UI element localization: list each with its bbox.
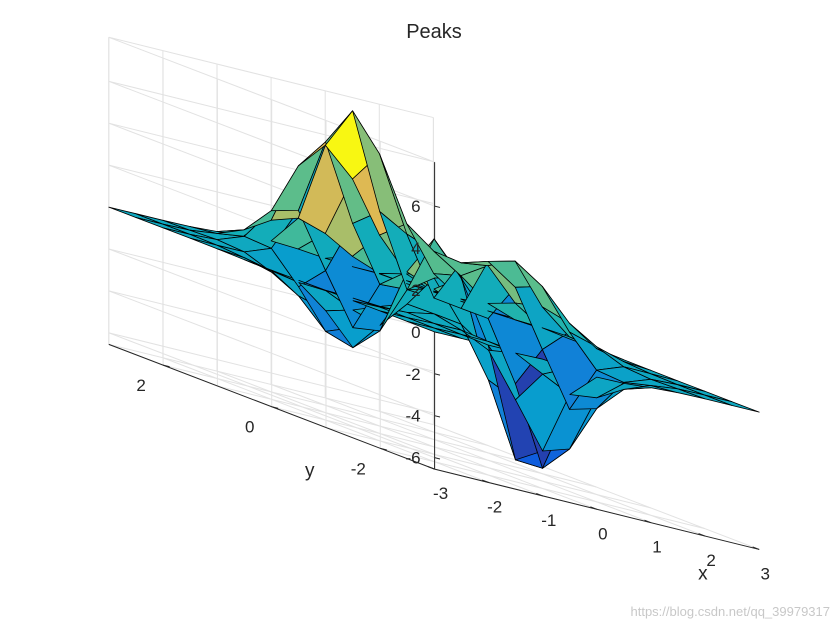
axes-labels: -3 -2 -1 0 1 2 3 -2 0 2 -6 -4 -2 0 2 4 6 x y [136,197,770,584]
surface-patch [108,206,164,225]
x-tick-label: 1 [652,538,661,557]
z-tick-label: -4 [405,407,420,426]
y-tick-mark [271,406,279,409]
surface-mesh [108,110,760,469]
z-tick-mark [434,415,441,418]
y-tick-label: -2 [351,459,366,478]
surface-patch [704,394,760,413]
grid-line-z [108,248,435,375]
grid-line-y [271,406,597,488]
x-tick-label: -1 [541,511,556,530]
x-tick-mark [427,466,435,470]
x-tick-mark [482,479,489,483]
y-tick-label: 0 [245,418,254,437]
grid-line-y [108,343,434,426]
x-tick-mark [644,519,652,524]
x-tick-label: 2 [706,551,715,570]
y-tick-mark [380,447,387,451]
z-tick-mark [434,373,441,376]
x-tick-mark [590,506,598,510]
z-tick-label: 0 [411,323,420,342]
x-tick-label: 3 [760,564,769,583]
grid-line-z [108,332,435,459]
z-tick-label: 2 [411,281,420,300]
grid-line-y [325,427,651,509]
grid-line-y [162,364,488,446]
box-edge [108,36,435,163]
x-tick-label: 0 [598,524,607,543]
x-axis-label: x [698,563,708,584]
z-tick-label: -2 [405,365,420,384]
y-tick-mark [162,364,170,368]
z-tick-label: -6 [405,449,420,468]
z-tick-mark [434,457,441,460]
z-tick-label: 4 [411,239,420,258]
grid-line-y [217,385,543,467]
x-tick-label: -3 [433,484,448,503]
watermark-text: https://blog.csdn.net/qq_39979317 [631,604,831,619]
z-tick-mark [434,205,441,208]
x-tick-mark [536,492,543,497]
y-tick-label: 2 [136,376,145,395]
x-tick-mark [752,546,760,550]
z-tick-label: 6 [411,197,420,216]
x-tick-mark [698,533,706,537]
grid-line-z [108,290,435,417]
y-axis-label: y [305,461,315,482]
chart-title: Peaks [406,21,462,43]
box-edge [108,36,434,119]
x-tick-label: -2 [487,498,502,517]
